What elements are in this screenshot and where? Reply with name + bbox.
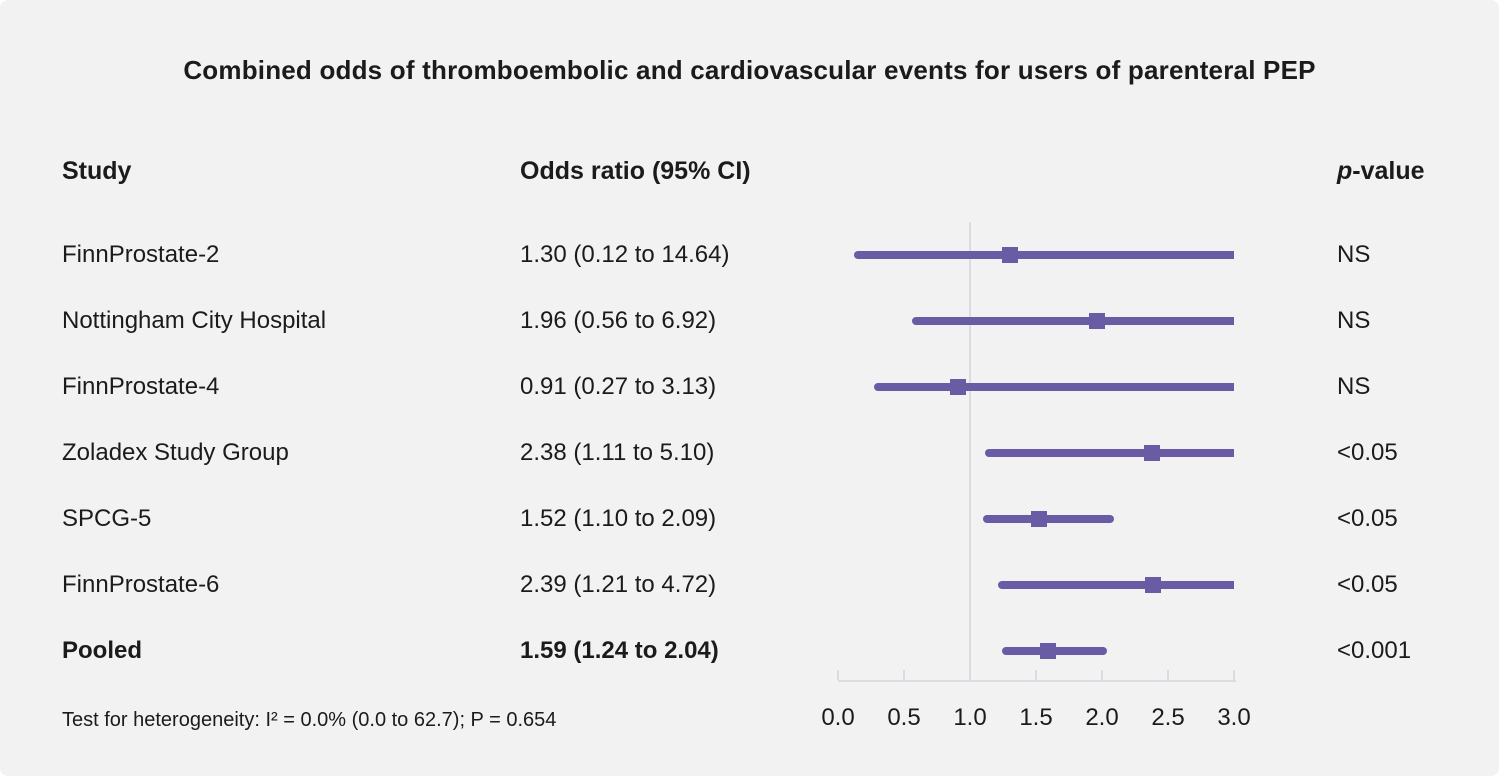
x-axis-tick: [1233, 670, 1235, 680]
x-axis-tick-label: 1.5: [1019, 704, 1053, 731]
study-name: FinnProstate-2: [62, 241, 220, 268]
x-axis-tick: [1035, 670, 1037, 680]
x-axis-tick-label: 1.0: [953, 704, 987, 731]
x-axis-tick-label: 3.0: [1217, 704, 1251, 731]
point-estimate-marker: [1144, 445, 1161, 461]
study-name: Nottingham City Hospital: [62, 307, 327, 334]
figure-title: Combined odds of thromboembolic and card…: [183, 55, 1316, 85]
x-axis-tick: [969, 670, 971, 680]
p-value: <0.05: [1337, 505, 1398, 532]
confidence-interval-bar: [873, 383, 1234, 391]
x-axis-tick-label: 2.0: [1085, 704, 1119, 731]
column-header-study: Study: [62, 157, 132, 185]
point-estimate-marker: [1145, 577, 1162, 593]
p-value: NS: [1337, 241, 1371, 268]
point-estimate-marker: [950, 379, 967, 395]
x-axis-tick: [903, 670, 905, 680]
study-name: Zoladex Study Group: [62, 439, 289, 466]
odds-ratio-ci: 0.91 (0.27 to 3.13): [520, 373, 717, 400]
x-axis-tick-label: 0.5: [887, 704, 921, 731]
x-axis-tick: [1101, 670, 1103, 680]
heterogeneity-note: Test for heterogeneity: I² = 0.0% (0.0 t…: [62, 709, 557, 731]
point-estimate-marker: [1030, 511, 1047, 527]
point-estimate-marker: [1088, 313, 1105, 329]
p-value-rest: -value: [1352, 157, 1425, 185]
odds-ratio-ci: 1.59 (1.24 to 2.04): [520, 637, 719, 664]
odds-ratio-ci: 1.96 (0.56 to 6.92): [520, 307, 717, 334]
confidence-interval-bar: [984, 449, 1234, 457]
p-value: <0.05: [1337, 439, 1398, 466]
x-axis-line: [838, 680, 1236, 682]
p-value-italic-p: p: [1337, 157, 1353, 185]
x-axis-tick-label: 2.5: [1151, 704, 1185, 731]
study-name: FinnProstate-4: [62, 373, 220, 400]
x-axis-tick: [1167, 670, 1169, 680]
odds-ratio-ci: 1.30 (0.12 to 14.64): [520, 241, 730, 268]
point-estimate-marker: [1039, 643, 1056, 659]
study-name: Pooled: [62, 637, 143, 664]
study-name: SPCG-5: [62, 505, 152, 532]
study-name: FinnProstate-6: [62, 571, 220, 598]
p-value: <0.001: [1337, 637, 1412, 664]
confidence-interval-bar: [997, 581, 1234, 589]
p-value: <0.05: [1337, 571, 1398, 598]
confidence-interval-bar: [853, 251, 1234, 259]
odds-ratio-ci: 2.39 (1.21 to 4.72): [520, 571, 717, 598]
odds-ratio-ci: 1.52 (1.10 to 2.09): [520, 505, 717, 532]
point-estimate-marker: [1001, 247, 1018, 263]
confidence-interval-bar: [911, 317, 1234, 325]
x-axis-tick: [837, 670, 839, 680]
x-axis-tick-label: 0.0: [821, 704, 855, 731]
p-value: NS: [1337, 307, 1371, 334]
column-header-odds-ratio: Odds ratio (95% CI): [520, 157, 751, 185]
confidence-interval-bar: [983, 515, 1114, 523]
reference-line-1: [969, 222, 971, 680]
odds-ratio-ci: 2.38 (1.11 to 5.10): [520, 439, 715, 466]
column-header-p-value: p-value: [1337, 155, 1425, 187]
p-value: NS: [1337, 373, 1371, 400]
